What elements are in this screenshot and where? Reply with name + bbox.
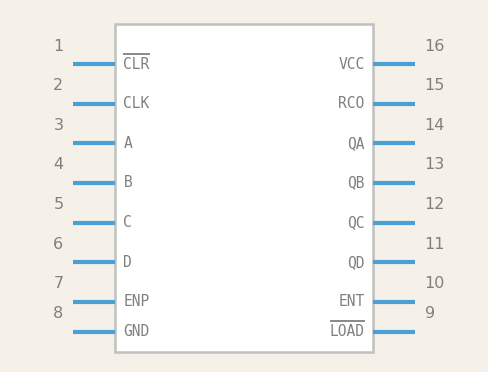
Text: 3: 3 bbox=[54, 118, 63, 133]
Text: ENP: ENP bbox=[123, 294, 150, 309]
Text: 5: 5 bbox=[53, 197, 63, 212]
Text: 2: 2 bbox=[53, 78, 63, 93]
Text: CLK: CLK bbox=[123, 96, 150, 111]
Text: 7: 7 bbox=[53, 276, 63, 291]
Text: 11: 11 bbox=[425, 237, 445, 252]
Text: 1: 1 bbox=[53, 39, 63, 54]
Text: QD: QD bbox=[347, 255, 365, 270]
Text: 8: 8 bbox=[53, 307, 63, 321]
Text: ENT: ENT bbox=[338, 294, 365, 309]
Text: 16: 16 bbox=[425, 39, 445, 54]
Text: CLR: CLR bbox=[123, 57, 150, 72]
Bar bbox=[115, 24, 373, 352]
Text: 4: 4 bbox=[53, 157, 63, 173]
Text: RCO: RCO bbox=[338, 96, 365, 111]
Text: 13: 13 bbox=[425, 157, 445, 173]
Text: VCC: VCC bbox=[338, 57, 365, 72]
Text: 10: 10 bbox=[425, 276, 445, 291]
Text: 6: 6 bbox=[53, 237, 63, 252]
Text: 9: 9 bbox=[425, 307, 435, 321]
Text: A: A bbox=[123, 136, 132, 151]
Text: C: C bbox=[123, 215, 132, 230]
Text: 15: 15 bbox=[425, 78, 445, 93]
Text: QC: QC bbox=[347, 215, 365, 230]
Text: 14: 14 bbox=[425, 118, 445, 133]
Text: D: D bbox=[123, 255, 132, 270]
Text: QB: QB bbox=[347, 176, 365, 190]
Text: LOAD: LOAD bbox=[329, 324, 365, 339]
Text: GND: GND bbox=[123, 324, 150, 339]
Text: 12: 12 bbox=[425, 197, 445, 212]
Text: QA: QA bbox=[347, 136, 365, 151]
Text: B: B bbox=[123, 176, 132, 190]
